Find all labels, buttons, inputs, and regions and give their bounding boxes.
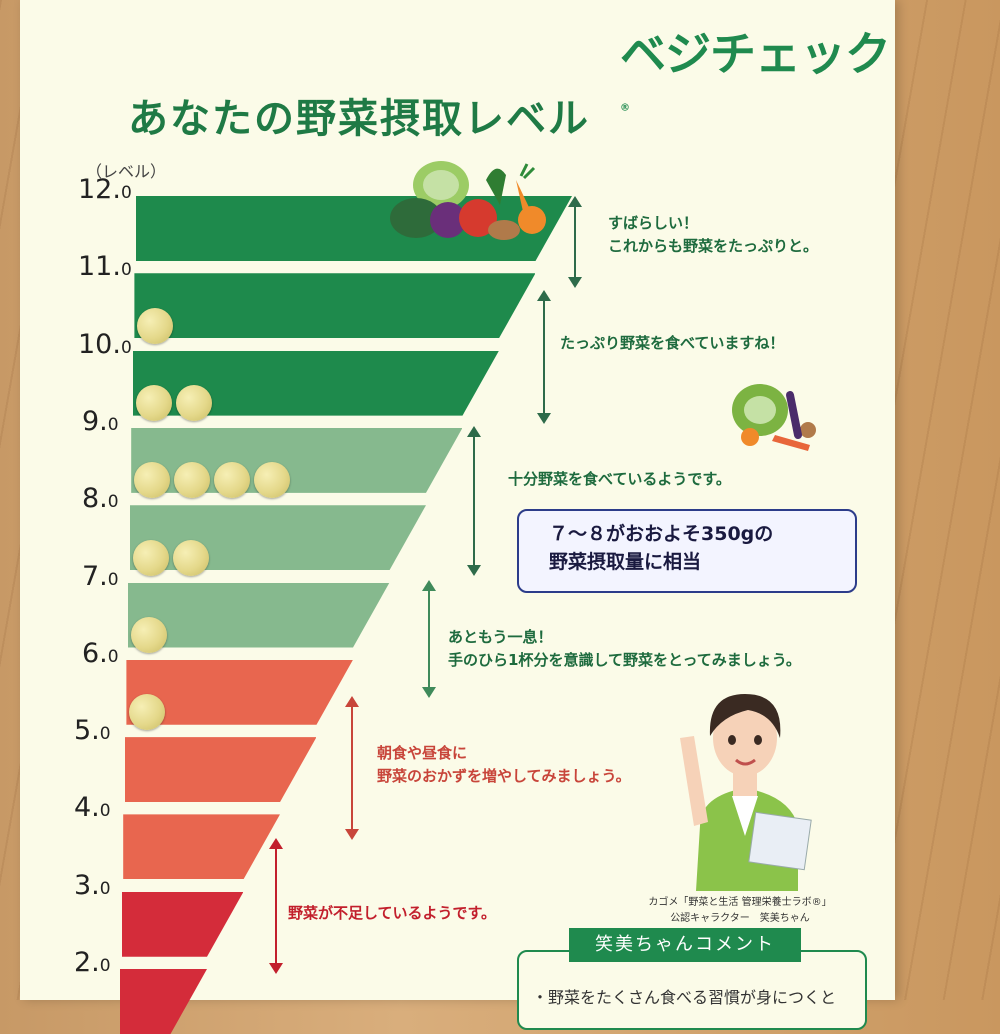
result-sticker bbox=[254, 462, 291, 499]
range-arrow bbox=[467, 426, 481, 576]
character-caption: カゴメ「野菜と生活 管理栄養士ラボ®」 公認キャラクター 笑美ちゃん bbox=[648, 897, 832, 924]
level-tick-label: 8.0 bbox=[82, 483, 119, 515]
result-sticker bbox=[137, 307, 174, 344]
level-tick-label: 3.0 bbox=[74, 869, 111, 901]
message-excellent: すばらしい！ これからも野菜をたっぷりと。 bbox=[608, 214, 819, 256]
message-almost: あともう一息！ 手のひら1杯分を意識して野菜をとってみましょう。 bbox=[448, 628, 801, 670]
level-axis-label: （レベル） bbox=[86, 162, 167, 181]
level-tick-label: 6.0 bbox=[82, 637, 119, 669]
message-sufficient: 十分野菜を食べているようです。 bbox=[508, 470, 731, 488]
result-sticker bbox=[131, 617, 167, 653]
range-arrow bbox=[422, 580, 436, 698]
result-sticker bbox=[135, 385, 172, 422]
level-tick-label: 2.0 bbox=[74, 947, 111, 978]
result-sticker bbox=[175, 385, 212, 422]
vegetable-small-illustration bbox=[732, 384, 816, 451]
level-tick-label: 12.0 bbox=[78, 174, 132, 205]
result-sticker bbox=[134, 462, 171, 499]
level-band bbox=[123, 814, 280, 880]
result-sticker bbox=[214, 462, 251, 499]
message-plenty: たっぷり野菜を食べていますね！ bbox=[560, 334, 785, 352]
range-arrow bbox=[537, 290, 551, 424]
level-tick-label: 7.0 bbox=[82, 560, 119, 592]
range-arrow bbox=[269, 838, 283, 974]
level-tick-label: 9.0 bbox=[82, 405, 119, 437]
vegetable-pile-illustration bbox=[390, 161, 546, 240]
level-tick-label: 11.0 bbox=[78, 251, 132, 283]
level-tick-label: 4.0 bbox=[74, 792, 111, 824]
level-band bbox=[121, 891, 244, 957]
level-band bbox=[120, 969, 207, 1034]
result-sticker bbox=[174, 462, 211, 499]
chart-card: ベジチェック® あなたの野菜摂取レベル （レベル） 12.0 11.0 10.0 9.… bbox=[20, 0, 895, 1034]
level-tick-label: 10.0 bbox=[78, 328, 132, 360]
result-sticker bbox=[172, 539, 209, 576]
comment-title: 笑美ちゃんコメント bbox=[569, 928, 801, 962]
result-sticker bbox=[132, 539, 169, 576]
level-tick-label: 5.0 bbox=[74, 715, 111, 747]
result-sticker bbox=[129, 694, 166, 731]
level-band bbox=[128, 582, 390, 648]
range-arrow bbox=[345, 696, 359, 840]
page-title: あなたの野菜摂取レベル bbox=[128, 96, 590, 142]
intake-note-box: ７～８がおおよそ350gの 野菜摂取量に相当 bbox=[517, 509, 857, 593]
range-arrow bbox=[568, 196, 582, 288]
message-insufficient: 野菜が不足しているようです。 bbox=[288, 904, 497, 922]
brand-logo: ベジチェック® bbox=[620, 27, 891, 114]
level-band bbox=[134, 273, 536, 339]
level-band bbox=[124, 737, 317, 803]
character-illustration bbox=[680, 694, 812, 891]
message-add-breakfast: 朝食や昼食に 野菜のおかずを増やしてみましょう。 bbox=[377, 744, 631, 786]
comment-text: ・野菜をたくさん食べる習慣が身につくと bbox=[532, 988, 837, 1007]
